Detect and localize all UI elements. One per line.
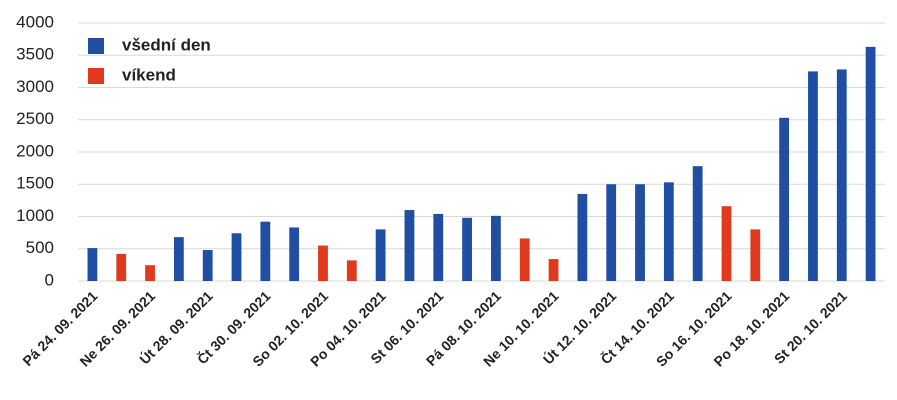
bar: [548, 259, 559, 281]
bar: [491, 215, 501, 281]
legend-swatch: [88, 38, 104, 54]
bar: [750, 229, 761, 281]
bar: [721, 206, 732, 281]
legend-swatch: [88, 68, 104, 84]
bar: [318, 245, 328, 281]
y-tick-label: 3000: [16, 77, 54, 96]
bar: [663, 182, 674, 281]
bar: [202, 250, 213, 281]
bar: [145, 265, 155, 281]
y-tick-label: 1500: [16, 174, 54, 193]
bar: [87, 248, 98, 281]
bar: [260, 221, 271, 281]
bar: [231, 233, 242, 281]
y-tick-label: 1000: [16, 206, 54, 225]
bar: [779, 117, 790, 281]
bar: [836, 69, 847, 281]
bar: [865, 46, 876, 281]
bar: [289, 227, 300, 281]
bar: [116, 253, 127, 281]
y-tick-label: 0: [45, 270, 54, 289]
bar: [577, 193, 588, 281]
bar: [808, 71, 818, 281]
y-tick-label: 2000: [16, 141, 54, 160]
bar: [173, 237, 184, 281]
bar: [433, 213, 444, 281]
bar: [692, 166, 703, 281]
legend-label: všední den: [122, 35, 211, 54]
y-tick-label: 3500: [16, 45, 54, 64]
y-tick-label: 4000: [16, 12, 54, 31]
bar: [606, 184, 617, 281]
legend-label: víkend: [122, 65, 176, 84]
bar: [462, 217, 472, 281]
bar: [375, 229, 386, 281]
bar: [404, 210, 415, 281]
bar: [519, 238, 530, 281]
y-tick-label: 2500: [16, 109, 54, 128]
y-tick-label: 500: [26, 238, 54, 257]
bar: [635, 184, 645, 281]
bar: [346, 260, 357, 281]
